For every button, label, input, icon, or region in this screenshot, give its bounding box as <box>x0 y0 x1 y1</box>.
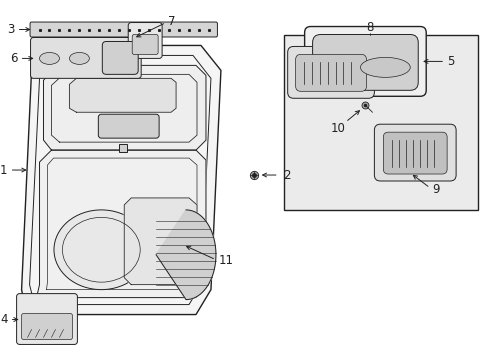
FancyBboxPatch shape <box>102 41 138 75</box>
Text: 3: 3 <box>7 23 15 36</box>
Text: 5: 5 <box>446 55 453 68</box>
Text: 1: 1 <box>0 163 8 176</box>
Text: 11: 11 <box>219 254 233 267</box>
FancyBboxPatch shape <box>98 114 159 138</box>
Text: 4: 4 <box>0 313 8 326</box>
FancyBboxPatch shape <box>30 37 141 78</box>
FancyBboxPatch shape <box>128 23 162 58</box>
FancyBboxPatch shape <box>17 294 77 345</box>
Ellipse shape <box>69 53 89 64</box>
Text: 2: 2 <box>282 168 289 181</box>
Polygon shape <box>124 198 197 285</box>
FancyBboxPatch shape <box>295 54 366 91</box>
Bar <box>119 144 127 152</box>
FancyBboxPatch shape <box>132 35 158 54</box>
Bar <box>283 36 477 210</box>
Polygon shape <box>156 210 216 300</box>
FancyBboxPatch shape <box>374 124 455 181</box>
Text: 10: 10 <box>330 122 345 135</box>
FancyBboxPatch shape <box>287 46 374 98</box>
Polygon shape <box>43 66 205 150</box>
FancyBboxPatch shape <box>30 22 217 37</box>
FancyBboxPatch shape <box>304 27 426 96</box>
Text: 6: 6 <box>10 52 18 65</box>
Ellipse shape <box>54 210 148 290</box>
FancyBboxPatch shape <box>21 314 72 339</box>
Ellipse shape <box>40 53 60 64</box>
Text: 7: 7 <box>168 15 175 28</box>
Polygon shape <box>37 150 205 298</box>
Text: 9: 9 <box>431 184 439 197</box>
FancyBboxPatch shape <box>312 35 417 90</box>
Text: 8: 8 <box>366 21 373 34</box>
Polygon shape <box>21 45 221 315</box>
FancyBboxPatch shape <box>383 132 446 174</box>
Polygon shape <box>69 78 176 112</box>
Ellipse shape <box>360 57 409 77</box>
